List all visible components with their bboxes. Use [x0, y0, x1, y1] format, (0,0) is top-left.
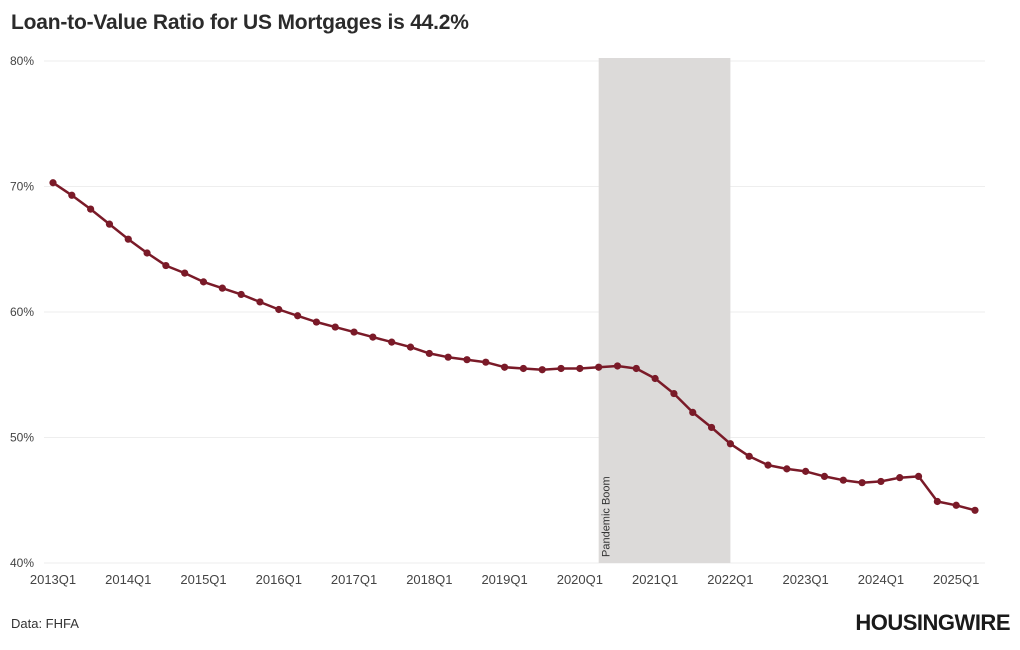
x-tick-label: 2018Q1 — [406, 572, 452, 587]
x-tick-label: 2016Q1 — [256, 572, 302, 587]
data-point — [406, 343, 415, 351]
x-tick-label: 2024Q1 — [858, 572, 904, 587]
x-tick-label: 2022Q1 — [707, 572, 753, 587]
x-tick-label: 2014Q1 — [105, 572, 151, 587]
housingwire-logo: HOUSINGWIRE — [855, 610, 1010, 635]
data-point — [500, 363, 509, 371]
data-point — [726, 440, 734, 448]
data-point — [463, 356, 471, 364]
data-point — [482, 358, 490, 366]
data-point — [275, 305, 283, 314]
data-point — [651, 374, 659, 383]
data-point — [613, 362, 622, 370]
data-point — [162, 261, 170, 270]
y-tick-label: 50% — [10, 431, 34, 445]
data-point — [294, 312, 302, 320]
data-point — [557, 364, 565, 373]
data-point — [896, 474, 904, 482]
data-point — [820, 472, 829, 481]
data-point — [858, 479, 866, 487]
data-point — [933, 497, 941, 506]
y-tick-label: 70% — [10, 180, 34, 194]
x-tick-label: 2017Q1 — [331, 572, 377, 587]
data-point — [369, 333, 377, 341]
data-point — [595, 363, 603, 371]
data-point — [745, 452, 753, 460]
gridlines — [44, 60, 985, 564]
data-point — [425, 349, 433, 358]
data-point — [538, 366, 546, 374]
x-axis: 2013Q1 2014Q1 2015Q1 2016Q1 2017Q1 2018Q1 2019… — [30, 572, 979, 587]
x-tick-label: 2025Q1 — [933, 572, 979, 587]
data-point — [312, 318, 321, 326]
data-point — [49, 179, 57, 187]
pandemic-boom-band — [598, 58, 731, 563]
data-point — [877, 477, 885, 486]
data-point — [331, 323, 339, 331]
data-point — [350, 328, 358, 336]
y-tick-label: 80% — [10, 54, 34, 68]
data-source: Data: FHFA — [11, 616, 79, 631]
pandemic-boom-label: Pandemic Boom — [601, 476, 613, 557]
data-point — [707, 423, 716, 432]
data-point — [519, 364, 528, 373]
data-point — [143, 249, 151, 257]
x-tick-label: 2020Q1 — [557, 572, 603, 587]
x-tick-label: 2023Q1 — [783, 572, 829, 587]
x-tick-label: 2019Q1 — [481, 572, 527, 587]
data-point — [444, 353, 452, 361]
data-point — [199, 278, 208, 286]
y-tick-label: 40% — [10, 556, 34, 570]
data-point — [632, 364, 640, 373]
data-point — [388, 338, 396, 346]
x-tick-label: 2013Q1 — [30, 572, 76, 587]
data-point — [87, 205, 95, 213]
data-point — [105, 220, 114, 228]
y-tick-label: 60% — [10, 305, 34, 319]
data-point — [124, 235, 132, 243]
x-tick-label: 2015Q1 — [180, 572, 226, 587]
data-point — [670, 389, 678, 398]
data-point — [218, 284, 226, 292]
data-point — [68, 191, 76, 199]
y-axis: 80% 70% 60% 50% 40% — [10, 54, 34, 570]
ltv-line — [52, 181, 976, 512]
data-point — [689, 408, 697, 416]
data-point — [181, 269, 189, 277]
data-point — [783, 465, 791, 473]
data-point — [952, 501, 960, 509]
data-point — [256, 298, 264, 306]
x-tick-label: 2021Q1 — [632, 572, 678, 587]
data-point — [839, 476, 847, 484]
data-point — [914, 472, 923, 481]
data-point — [802, 467, 810, 475]
data-point — [576, 364, 584, 373]
data-point — [764, 461, 772, 469]
data-point — [237, 290, 245, 299]
ltv-points — [49, 179, 979, 514]
chart-title: Loan-to-Value Ratio for US Mortgages is … — [11, 11, 469, 34]
data-point — [971, 506, 979, 514]
